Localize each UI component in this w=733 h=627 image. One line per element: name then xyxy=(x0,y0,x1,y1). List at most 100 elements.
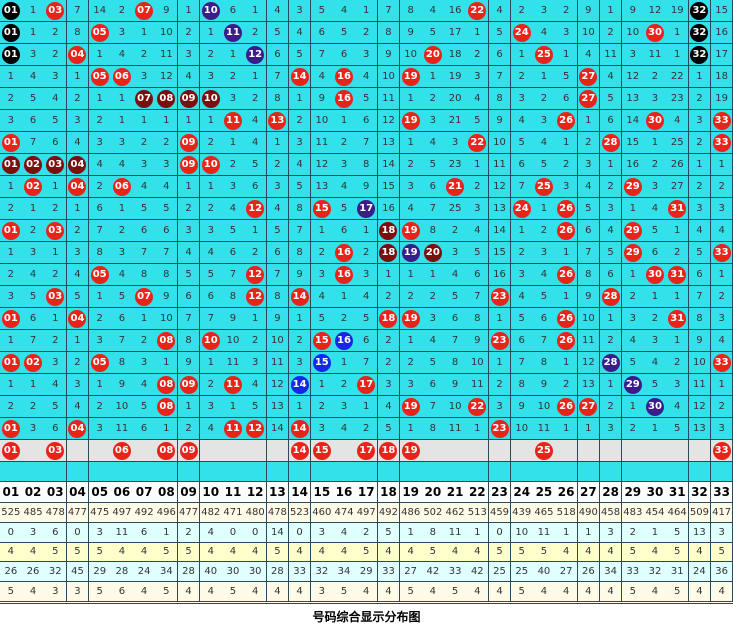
grid-cell xyxy=(222,440,245,462)
ball: 23 xyxy=(490,331,509,350)
grid-cell: 1 xyxy=(222,396,245,418)
grid-cell: 28 xyxy=(599,132,623,154)
grid-cell: 2 xyxy=(199,44,223,66)
ball: 23 xyxy=(490,287,509,306)
grid-cell: 2 xyxy=(22,220,45,242)
grid-cell: 1 xyxy=(44,242,68,264)
grid-cell: 4 xyxy=(199,242,223,264)
ball: 11 xyxy=(223,375,242,394)
grid-cell: 5 xyxy=(621,352,645,374)
stat-cell: 4 xyxy=(133,582,156,602)
grid-cell: 16 xyxy=(333,264,356,286)
grid-cell: 8 xyxy=(688,308,712,330)
stat-cell: 6 xyxy=(133,522,156,543)
blank-cell xyxy=(688,462,712,482)
grid-cell: 5 xyxy=(111,286,134,308)
grid-cell: 2 xyxy=(599,176,623,198)
stat-cell: 34 xyxy=(333,562,356,583)
grid-cell: 14 xyxy=(288,440,312,462)
ball: 17 xyxy=(357,441,376,460)
grid-cell: 4 xyxy=(577,44,601,66)
stat-cell: 4 xyxy=(244,542,268,563)
ball: 14 xyxy=(290,375,309,394)
stat-cell: 4 xyxy=(599,582,623,602)
grid-cell: 3 xyxy=(22,44,45,66)
grid-cell: 1 xyxy=(22,198,45,220)
ball: 03 xyxy=(46,155,65,174)
grid-cell: 05 xyxy=(88,264,112,286)
grid-cell: 2 xyxy=(555,0,578,22)
grid-cell: 11 xyxy=(222,22,245,44)
grid-cell: 1 xyxy=(577,110,601,132)
ball: 09 xyxy=(179,133,198,152)
grid-cell: 25 xyxy=(533,176,556,198)
grid-cell: 3 xyxy=(510,264,534,286)
grid-cell: 7 xyxy=(688,286,712,308)
grid-cell: 5 xyxy=(266,220,290,242)
grid-cell: 1 xyxy=(466,22,490,44)
grid-cell: 4 xyxy=(399,198,423,220)
grid-cell: 2 xyxy=(88,110,112,132)
grid-cell: 2 xyxy=(710,396,733,418)
stat-cell: 417 xyxy=(710,503,733,523)
stat-cell: 482 xyxy=(199,503,223,523)
grid-cell: 25 xyxy=(533,44,556,66)
grid-cell: 11 xyxy=(577,330,601,352)
grid-cell: 20 xyxy=(422,44,445,66)
grid-cell: 4 xyxy=(155,176,179,198)
grid-cell: 2 xyxy=(644,154,667,176)
grid-cell: 5 xyxy=(599,242,623,264)
stat-cell: 36 xyxy=(710,562,733,583)
grid-cell: 4 xyxy=(310,66,334,88)
grid-cell: 5 xyxy=(44,110,68,132)
grid-cell: 10 xyxy=(444,396,467,418)
grid-cell: 26 xyxy=(666,154,690,176)
grid-cell: 4 xyxy=(466,88,490,110)
grid-cell: 2 xyxy=(710,176,733,198)
grid-cell xyxy=(266,440,290,462)
grid-cell: 2 xyxy=(66,88,90,110)
grid-cell: 27 xyxy=(666,176,690,198)
grid-cell: 1 xyxy=(88,374,112,396)
grid-cell: 6 xyxy=(488,44,512,66)
stat-cell: 4 xyxy=(377,542,401,563)
grid-cell: 19 xyxy=(399,242,423,264)
grid-cell: 11 xyxy=(222,352,245,374)
grid-cell: 26 xyxy=(555,308,578,330)
grid-cell: 33 xyxy=(710,110,733,132)
blank-cell xyxy=(399,462,423,482)
grid-cell: 3 xyxy=(688,110,712,132)
stat-cell: 2 xyxy=(621,522,645,543)
grid-cell: 09 xyxy=(177,440,201,462)
grid-cell: 6 xyxy=(644,242,667,264)
stat-cell: 462 xyxy=(444,503,467,523)
stat-cell: 5 xyxy=(88,542,112,563)
grid-cell: 1 xyxy=(199,22,223,44)
grid-cell: 7 xyxy=(266,264,290,286)
grid-cell: 2 xyxy=(621,418,645,440)
grid-cell: 1 xyxy=(577,418,601,440)
ball: 33 xyxy=(712,111,731,130)
header-cell: 08 xyxy=(155,482,179,503)
grid-cell: 2 xyxy=(644,308,667,330)
grid-cell: 10 xyxy=(266,330,290,352)
header-cell: 16 xyxy=(333,482,356,503)
grid-cell: 12 xyxy=(155,66,179,88)
grid-cell: 7 xyxy=(466,286,490,308)
grid-cell: 1 xyxy=(666,330,690,352)
grid-cell: 19 xyxy=(444,66,467,88)
blank-cell xyxy=(44,462,68,482)
stat-cell: 33 xyxy=(288,562,312,583)
grid-cell: 13 xyxy=(266,110,290,132)
stat-cell: 4 xyxy=(599,542,623,563)
ball: 10 xyxy=(201,89,220,108)
grid-cell: 04 xyxy=(66,44,90,66)
stat-cell: 27 xyxy=(399,562,423,583)
grid-cell: 1 xyxy=(644,132,667,154)
grid-cell: 3 xyxy=(288,352,312,374)
grid-cell: 2 xyxy=(533,88,556,110)
ball: 08 xyxy=(157,397,176,416)
grid-cell: 5 xyxy=(644,220,667,242)
grid-cell: 27 xyxy=(577,88,601,110)
